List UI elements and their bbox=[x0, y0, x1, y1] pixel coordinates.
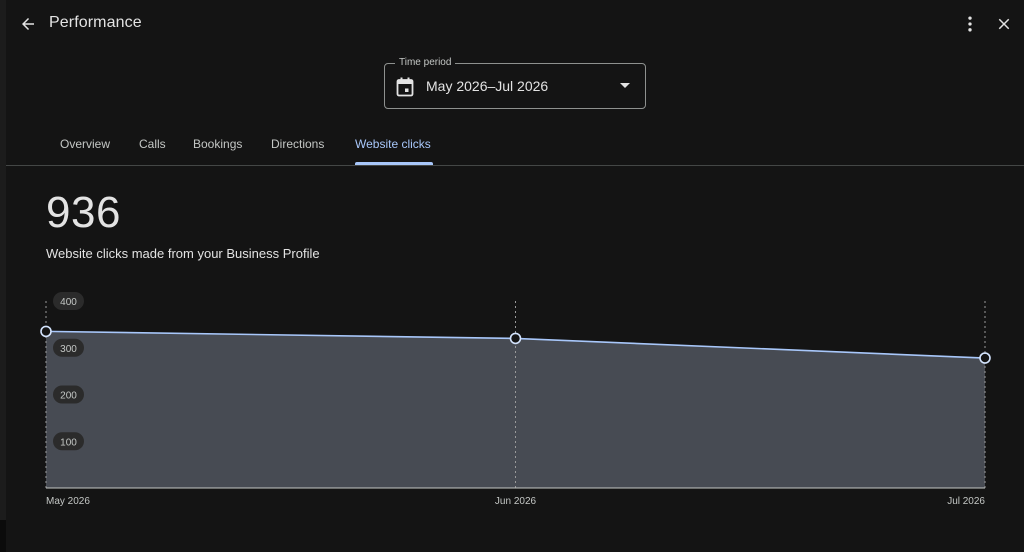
chart-area-fill bbox=[46, 331, 985, 488]
dropdown-arrow-icon bbox=[620, 83, 630, 88]
total-clicks-value: 936 bbox=[46, 188, 121, 237]
dialog-header: Performance bbox=[6, 0, 1024, 50]
active-tab-indicator bbox=[355, 162, 433, 165]
more-vert-icon bbox=[968, 16, 972, 32]
tab-bar: Overview Calls Bookings Directions Websi… bbox=[6, 128, 1024, 166]
chart-point-0 bbox=[40, 325, 52, 338]
tab-calls[interactable]: Calls bbox=[139, 137, 166, 151]
arrow-back-icon bbox=[22, 18, 34, 30]
close-icon bbox=[998, 18, 1010, 30]
background-page-edge bbox=[0, 0, 6, 520]
time-period-select[interactable]: Time period May 2026–Jul 2026 bbox=[384, 57, 646, 109]
website-clicks-chart: 100 200 300 400 May 2026 Jun 2026 Jul 2026 bbox=[40, 292, 991, 507]
tab-overview[interactable]: Overview bbox=[60, 137, 111, 151]
chart-point-1 bbox=[509, 332, 522, 345]
y-tick-label: 200 bbox=[60, 391, 77, 402]
time-period-label: Time period bbox=[395, 57, 456, 68]
time-period-value: May 2026–Jul 2026 bbox=[426, 78, 549, 94]
y-tick-pill-3 bbox=[53, 292, 84, 310]
metric-description: Website clicks made from your Business P… bbox=[46, 246, 320, 261]
y-tick-label: 100 bbox=[60, 437, 77, 448]
more-options-button[interactable] bbox=[958, 12, 982, 36]
tab-website-clicks[interactable]: Website clicks bbox=[355, 137, 431, 151]
y-tick-label: 400 bbox=[60, 297, 77, 308]
back-button[interactable] bbox=[14, 10, 42, 38]
x-tick-label: Jun 2026 bbox=[495, 496, 537, 507]
y-tick-pill-2 bbox=[53, 338, 84, 357]
x-tick-label: Jul 2026 bbox=[947, 496, 985, 507]
tab-bookings[interactable]: Bookings bbox=[193, 137, 243, 151]
y-tick-label: 300 bbox=[60, 344, 77, 355]
tab-directions[interactable]: Directions bbox=[271, 137, 325, 151]
dialog-title: Performance bbox=[49, 14, 142, 31]
x-tick-label: May 2026 bbox=[46, 496, 90, 507]
y-tick-pill-1 bbox=[53, 385, 84, 404]
close-button[interactable] bbox=[992, 12, 1016, 36]
chart-point-2 bbox=[979, 352, 991, 364]
y-tick-pill-0 bbox=[53, 432, 84, 451]
calendar-icon bbox=[396, 77, 414, 97]
performance-dialog: Performance Time period May 2026–Jul 202… bbox=[6, 0, 1024, 552]
